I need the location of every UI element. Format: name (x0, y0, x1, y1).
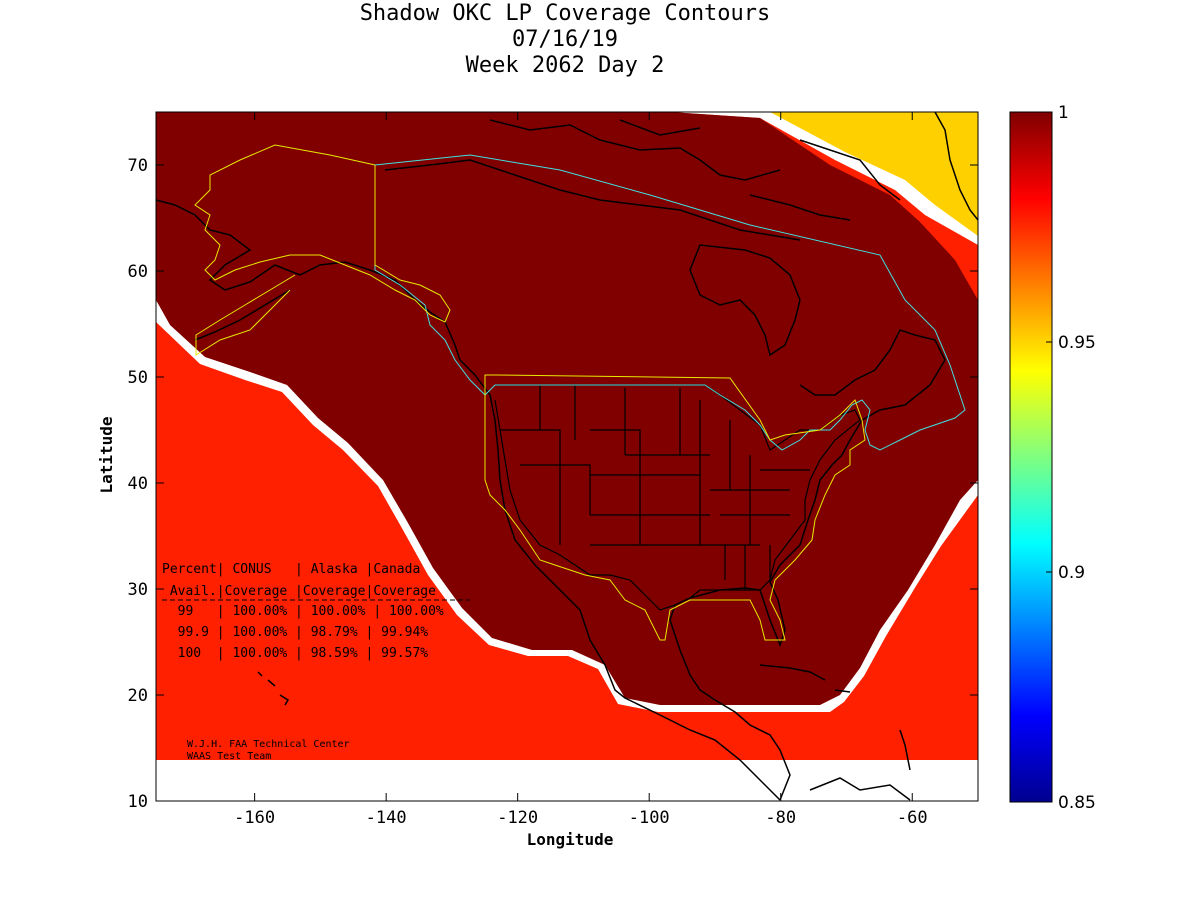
coastline-arctic (384, 159, 801, 241)
credit-line-2: WAAS Test Team (187, 751, 271, 762)
table-header-2: Avail.|Coverage |Coverage|Coverage (162, 584, 436, 599)
y-tick-label: 50 (128, 368, 148, 388)
coverage-band-arctic-yellow (770, 112, 978, 236)
colorbar-tick-label: 0.85 (1058, 793, 1096, 813)
state-boundaries (494, 384, 861, 611)
y-axis-label: Latitude (97, 416, 116, 493)
table-row: 100 | 100.00% | 98.59% | 99.57% (162, 646, 428, 661)
x-tick-label: -60 (897, 808, 928, 828)
colorbar-tick-label: 1 (1058, 103, 1069, 123)
colorbar-tick-label: 0.95 (1058, 333, 1096, 353)
plot-frame (155, 111, 979, 802)
y-tick-label: 30 (128, 580, 148, 600)
y-tick-label: 40 (128, 474, 148, 494)
coastline-alaska-peninsula (194, 289, 291, 341)
y-tick-label: 20 (128, 686, 148, 706)
coverage-table: Percent| CONUS | Alaska |Canada Avail.|C… (162, 562, 470, 661)
coastline-arctic-islands (489, 119, 901, 221)
coverage-region (156, 112, 978, 760)
y-axis-ticks: 10 20 30 40 50 60 70 (128, 156, 978, 812)
coastline-gulf (669, 329, 946, 801)
conus-outline (484, 374, 866, 641)
colorbar (1009, 111, 1053, 803)
credits: W.J.H. FAA Technical Center WAAS Test Te… (187, 739, 350, 762)
alaska-outline (194, 144, 451, 356)
coastline-hawaii (257, 671, 290, 706)
x-tick-label: -120 (497, 808, 538, 828)
x-tick-label: -80 (765, 808, 796, 828)
coastline-greenland (934, 112, 978, 221)
table-header-1: Percent| CONUS | Alaska |Canada (162, 562, 420, 577)
title-line-1: Shadow OKC LP Coverage Contours (359, 1, 771, 26)
coastlines (156, 112, 978, 801)
title-line-2: 07/16/19 (512, 27, 618, 52)
service-area-outlines (194, 144, 966, 641)
table-row: 99.9 | 100.00% | 98.79% | 99.94% (162, 625, 428, 640)
us-outline (494, 384, 861, 611)
coastline-pacific (459, 359, 781, 801)
title-line-3: Week 2062 Day 2 (465, 53, 665, 78)
colorbar-ticks: 1 0.95 0.9 0.85 (1046, 103, 1096, 813)
credit-line-1: W.J.H. FAA Technical Center (187, 739, 350, 750)
x-tick-label: -140 (366, 808, 407, 828)
y-tick-label: 70 (128, 156, 148, 176)
table-row: 99 | 100.00% | 100.00% | 100.00% (162, 604, 444, 619)
canada-outline (374, 154, 966, 451)
coverage-band-red (156, 322, 978, 760)
x-tick-label: -160 (234, 808, 275, 828)
x-tick-label: -100 (629, 808, 670, 828)
coastline-hudson-bay (689, 244, 801, 357)
x-axis-ticks: -160 -140 -120 -100 -80 -60 (234, 112, 928, 828)
colorbar-tick-label: 0.9 (1058, 563, 1085, 583)
coverage-alaska-west (156, 160, 210, 230)
state-grid (500, 385, 810, 590)
y-tick-label: 10 (128, 792, 148, 812)
coastline-caribbean (759, 664, 911, 801)
coastline-alaska (156, 199, 461, 361)
x-axis-label: Longitude (527, 830, 614, 849)
y-tick-label: 60 (128, 262, 148, 282)
